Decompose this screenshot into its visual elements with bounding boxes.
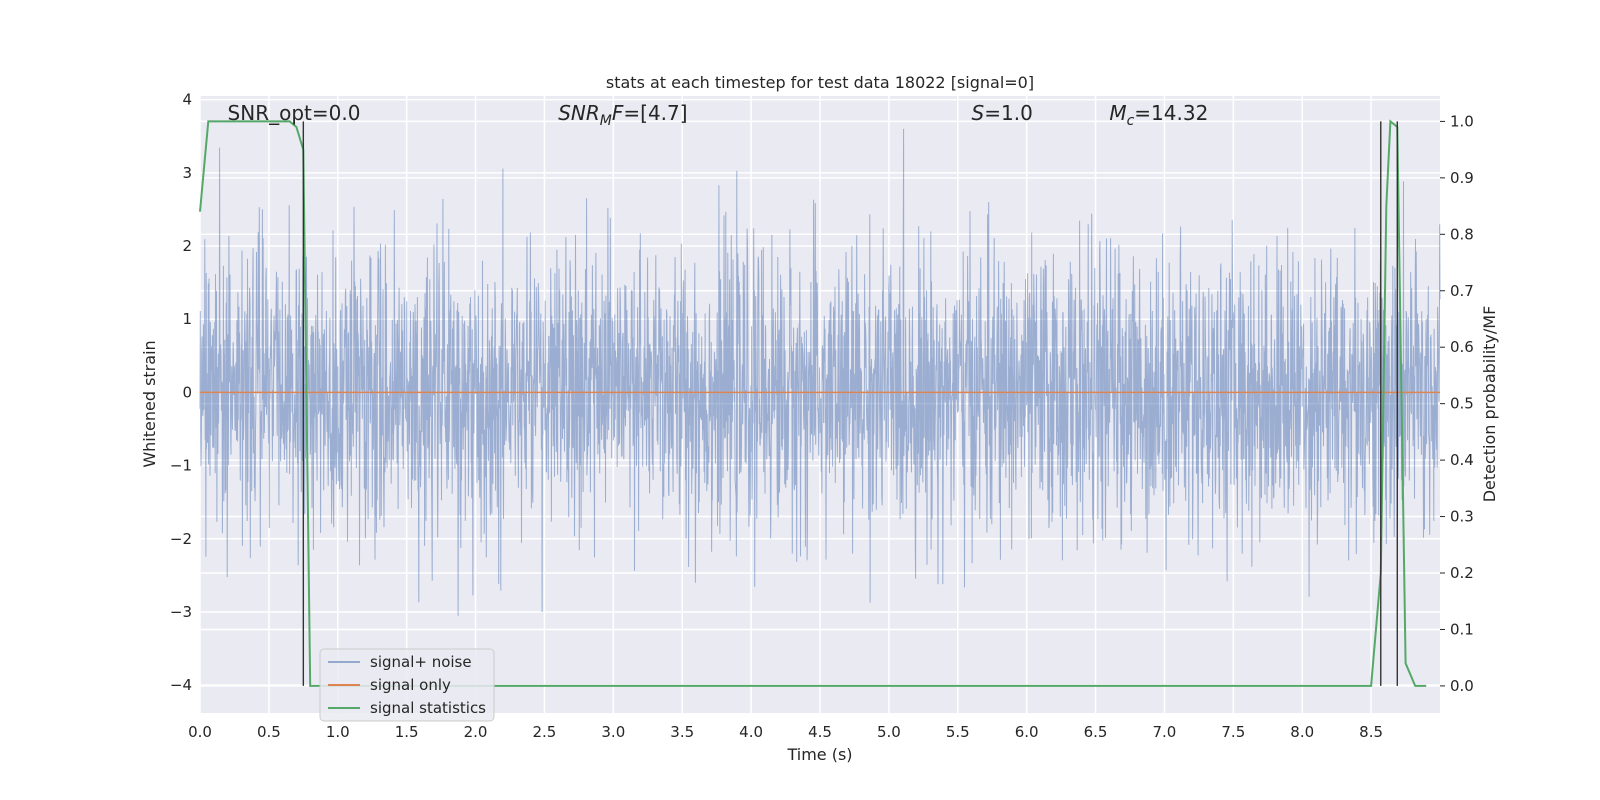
y-tick-label: −3 bbox=[170, 603, 192, 621]
x-tick-label: 1.5 bbox=[395, 723, 419, 741]
y-tick-label: 0 bbox=[182, 383, 192, 401]
x-tick-label: 2.5 bbox=[533, 723, 557, 741]
y-axis-label: Whitened strain bbox=[140, 340, 159, 467]
x-tick-label: 3.5 bbox=[670, 723, 694, 741]
y-tick-label: −4 bbox=[170, 676, 192, 694]
y2-tick-label: 0.0 bbox=[1450, 677, 1474, 695]
x-tick-label: 5.0 bbox=[877, 723, 901, 741]
x-tick-label: 0.5 bbox=[257, 723, 281, 741]
series-signal-statistics-line bbox=[199, 119, 1427, 687]
y2-axis-label: Detection probability/MF bbox=[1480, 306, 1499, 503]
y2-tick-label: 0.1 bbox=[1450, 620, 1474, 638]
vline-layer bbox=[302, 121, 1398, 686]
x-tick-label: 5.5 bbox=[946, 723, 970, 741]
data-layer bbox=[199, 119, 1441, 687]
legend-label-stats: signal statistics bbox=[370, 699, 486, 717]
x-tick-label: 3.0 bbox=[601, 723, 625, 741]
y2-tick-label: 0.5 bbox=[1450, 395, 1474, 413]
annotation-3: Mc=14.32 bbox=[1109, 101, 1208, 129]
y2-tick-label: 0.9 bbox=[1450, 169, 1474, 187]
x-tick-label: 0.0 bbox=[188, 723, 212, 741]
y-tick-label: −2 bbox=[170, 530, 192, 548]
annotation-layer: SNR_opt=0.0 SNRMF=[4.7] S=1.0 Mc=14.32 bbox=[228, 101, 1209, 129]
x-tick-label: 7.5 bbox=[1221, 723, 1245, 741]
x-tick-label: 2.0 bbox=[464, 723, 488, 741]
x-tick-label: 8.0 bbox=[1290, 723, 1314, 741]
chart-title: stats at each timestep for test data 180… bbox=[606, 73, 1034, 92]
y-tick-label: 3 bbox=[182, 164, 192, 182]
annotation-1: SNRMF=[4.7] bbox=[558, 101, 687, 129]
legend: signal+ noise signal only signal statist… bbox=[319, 648, 495, 722]
y-tick-label: 2 bbox=[182, 237, 192, 255]
y2-tick-label: 0.2 bbox=[1450, 564, 1474, 582]
x-tick-label: 4.5 bbox=[808, 723, 832, 741]
y2-tick-label: 0.8 bbox=[1450, 225, 1474, 243]
x-tick-label: 6.5 bbox=[1084, 723, 1108, 741]
x-tick-label: 1.0 bbox=[326, 723, 350, 741]
x-tick-label: 4.0 bbox=[739, 723, 763, 741]
y2-tick-label: 0.6 bbox=[1450, 338, 1474, 356]
y2-tick-label: 0.7 bbox=[1450, 282, 1474, 300]
legend-label-noise: signal+ noise bbox=[370, 653, 472, 671]
x-axis-label: Time (s) bbox=[786, 745, 852, 764]
x-tick-label: 7.0 bbox=[1153, 723, 1177, 741]
y2-tick-label: 1.0 bbox=[1450, 112, 1474, 130]
series-signal-noise-line bbox=[199, 128, 1441, 616]
y2-tick-label: 0.4 bbox=[1450, 451, 1474, 469]
legend-box bbox=[319, 648, 495, 722]
x-tick-label: 6.0 bbox=[1015, 723, 1039, 741]
x-tick-label: 8.5 bbox=[1359, 723, 1383, 741]
annotation-0: SNR_opt=0.0 bbox=[228, 101, 361, 125]
y-tick-label: −1 bbox=[170, 457, 192, 475]
annotation-2: S=1.0 bbox=[972, 101, 1033, 125]
tick-layer: 0.0 0.5 1.0 1.5 2.0 2.5 3.0 3.5 4.0 4.5 5.0 5.5 6.0 6… bbox=[170, 91, 1474, 741]
y-tick-label: 1 bbox=[182, 310, 192, 328]
y2-tick-label: 0.3 bbox=[1450, 508, 1474, 526]
legend-label-signal: signal only bbox=[370, 676, 451, 694]
y-tick-label: 4 bbox=[182, 91, 192, 109]
